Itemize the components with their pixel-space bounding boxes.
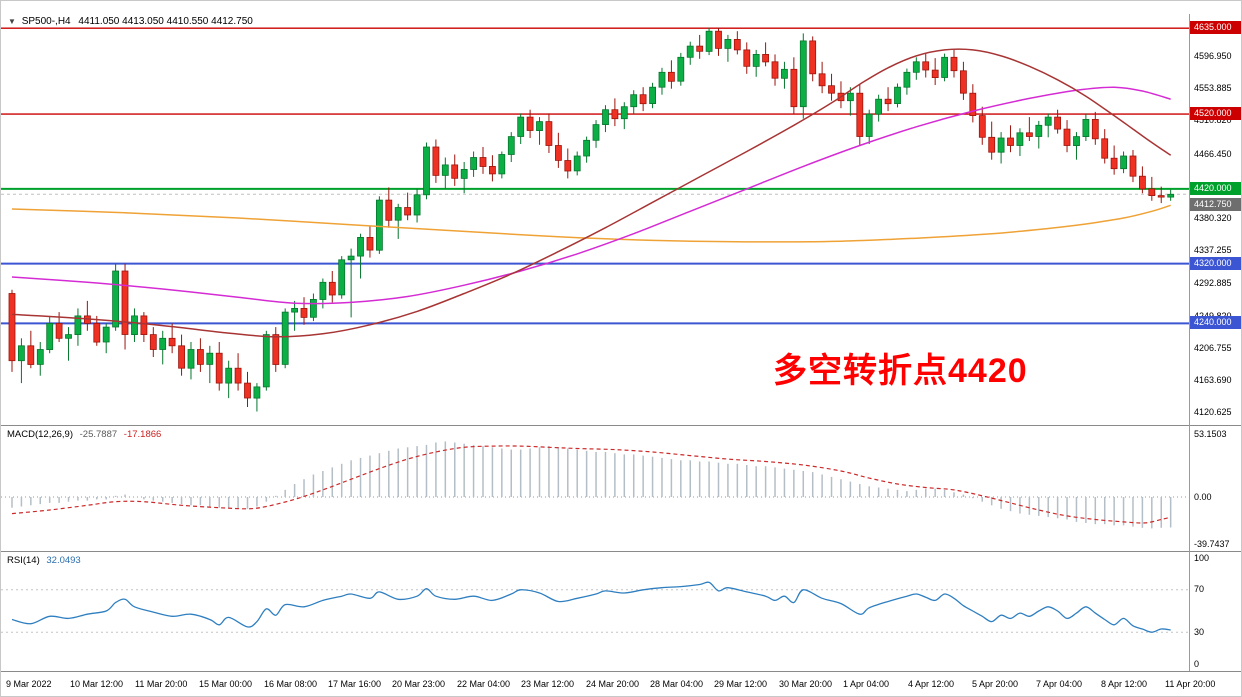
rsi-chart-canvas[interactable] [1,552,1189,671]
price-tick-label: 4163.690 [1194,375,1232,385]
macd-histogram [11,441,1172,529]
time-axis-label: 4 Apr 12:00 [908,679,955,689]
price-tick-label: 4596.950 [1194,51,1232,61]
time-axis-label: 17 Mar 16:00 [328,679,382,689]
rsi-name: RSI(14) [7,555,40,566]
time-axis-label: 16 Mar 08:00 [264,679,318,689]
price-tick-label: 4120.625 [1194,407,1232,417]
ma-mid-magenta [11,86,1171,305]
time-axis-label: 11 Apr 20:00 [1165,679,1216,689]
rsi-scale-label: 30 [1194,627,1205,637]
price-level-badge: 4520.000 [1190,107,1241,120]
time-axis-label: 15 Mar 00:00 [199,679,253,689]
macd-panel[interactable]: MACD(12,26,9) -25.7887 -17.1866 53.1503 0… [1,425,1241,551]
time-axis[interactable]: 9 Mar 2022 10 Mar 12:00 11 Mar 20:00 15 Mar… [1,671,1241,696]
rsi-line [11,581,1171,633]
time-axis-label: 22 Mar 04:00 [457,679,511,689]
time-axis-label: 8 Apr 12:00 [1101,679,1148,689]
time-axis-label: 29 Mar 12:00 [714,679,768,689]
price-level-badge: 4420.000 [1190,182,1241,195]
rsi-scale-label: 70 [1194,584,1205,594]
price-level-badge: 4635.000 [1190,21,1241,34]
candlestick-chart-canvas[interactable] [1,1,1189,425]
time-axis-label: 11 Mar 20:00 [135,679,188,689]
price-tick-label: 4466.450 [1194,149,1232,159]
macd-indicator-label: MACD(12,26,9) -25.7887 -17.1866 [7,429,161,440]
time-axis-label: 23 Mar 12:00 [521,679,575,689]
time-axis-label: 7 Apr 04:00 [1036,679,1083,689]
price-chart-panel[interactable]: ▼ SP500-,H4 4411.050 4413.050 4410.550 4… [1,1,1241,425]
current-price-badge: 4412.750 [1190,198,1241,211]
candles-group [8,27,1175,412]
macd-chart-canvas[interactable] [1,426,1189,551]
time-axis-label: 1 Apr 04:00 [843,679,890,689]
macd-scale-label: 53.1503 [1194,429,1227,439]
rsi-scale-label: 0 [1194,659,1200,669]
time-axis-label: 24 Mar 20:00 [586,679,640,689]
time-axis-label: 28 Mar 04:00 [650,679,704,689]
ma-slow-orange [11,204,1171,243]
price-tick-label: 4510.820 [1194,115,1232,125]
macd-signal-value: -17.1866 [123,429,162,440]
macd-scale-label: 0.00 [1194,492,1212,502]
time-axis-label: 30 Mar 20:00 [779,679,833,689]
time-axis-label: 5 Apr 20:00 [972,679,1019,689]
price-scale-divider [1189,14,1190,671]
price-tick-label: 4553.885 [1194,83,1232,93]
price-level-badge: 4320.000 [1190,257,1241,270]
rsi-indicator-label: RSI(14) 32.0493 [7,555,81,566]
macd-signal-line [11,445,1171,524]
macd-name: MACD(12,26,9) [7,429,73,440]
rsi-panel[interactable]: RSI(14) 32.0493 100 70 30 0 [1,551,1241,671]
time-axis-label: 20 Mar 23:00 [392,679,446,689]
macd-main-value: -25.7887 [79,429,118,440]
ohlc-values: 4411.050 4413.050 4410.550 4412.750 [78,16,253,27]
price-tick-label: 4380.320 [1194,213,1232,223]
chart-annotation[interactable]: 多空转折点4420 [773,352,1028,390]
time-axis-label: 9 Mar 2022 [6,679,52,689]
horizontal-levels [1,27,1189,325]
collapse-triangle-icon[interactable]: ▼ [8,17,16,26]
price-tick-label: 4292.885 [1194,278,1232,288]
price-tick-label: 4206.755 [1194,343,1232,353]
time-axis-label: 10 Mar 12:00 [70,679,124,689]
rsi-scale-label: 100 [1194,553,1210,563]
rsi-value: 32.0493 [46,555,81,566]
price-level-badge: 4240.000 [1190,316,1241,329]
macd-scale-label: -39.7437 [1194,539,1230,549]
ma-fast-darkred [11,48,1172,338]
symbol-header: ▼ SP500-,H4 4411.050 4413.050 4410.550 4… [8,16,253,27]
price-tick-label: 4337.255 [1194,245,1232,255]
symbol-timeframe-label: SP500-,H4 [21,16,71,27]
